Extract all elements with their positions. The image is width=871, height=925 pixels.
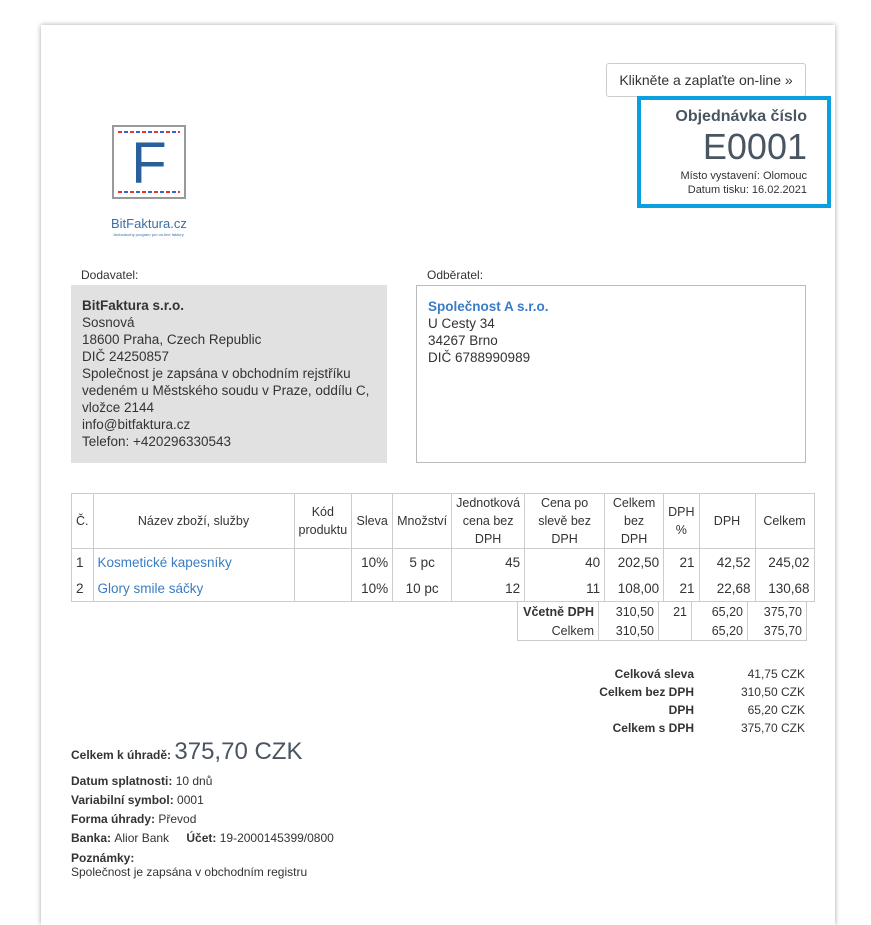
logo-letter: F: [131, 131, 167, 196]
customer-line: DIČ 6788990989: [428, 350, 531, 365]
supplier-label: Dodavatel:: [81, 268, 139, 282]
logo-tagline: Jednoduchý program pro on-line faktury: [113, 232, 184, 237]
col-header: DPH: [698, 493, 756, 549]
cell: 10%: [351, 548, 394, 575]
customer-line: 34267 Brno: [428, 333, 498, 348]
cell: 21: [663, 575, 700, 602]
issue-place: Místo vystavení: Olomouc: [680, 170, 807, 182]
col-header: Jednotková cena bez DPH: [451, 493, 526, 549]
cell: 10 pc: [392, 575, 453, 602]
customer-box: Společnost A s.r.o. U Cesty 34 34267 Brn…: [416, 285, 806, 463]
total-without-vat: Celkem bez DPH 310,50 CZK: [599, 685, 805, 699]
pay-online-button[interactable]: Klikněte a zaplaťte on-line »: [606, 63, 806, 97]
vs-value: 0001: [177, 793, 204, 807]
supplier-line: 18600 Praha, Czech Republic: [82, 332, 262, 347]
cell: Včetně DPH: [523, 604, 594, 619]
cell: 45: [451, 548, 526, 575]
notes-text: Společnost je zapsána v obchodním regist…: [71, 865, 308, 879]
method-label: Forma úhrady:: [71, 812, 156, 826]
cell: 310,50: [598, 602, 659, 621]
table-row: 2 Glory smile sáčky 10% 10 pc 12 11 108,…: [71, 575, 815, 602]
col-header: Cena po slevě bez DPH: [524, 493, 606, 549]
summary-table: Včetně DPH 310,50 21 65,20 375,70 Celkem…: [517, 602, 807, 641]
vs-label: Variabilní symbol:: [71, 793, 174, 807]
due-date: 10 dnů: [175, 774, 213, 788]
cell: 21: [658, 602, 692, 621]
col-header: Č.: [71, 493, 94, 549]
cell: 21: [663, 548, 700, 575]
cell: 65,20: [691, 621, 748, 641]
cell: 202,50: [604, 548, 665, 575]
cell: 375,70: [747, 602, 807, 621]
cell: 65,20: [691, 602, 748, 621]
supplier-box: BitFaktura s.r.o. Sosnová 18600 Praha, C…: [71, 285, 387, 463]
cell: 12: [451, 575, 526, 602]
customer-label: Odběratel:: [427, 268, 484, 282]
table-header: Č. Název zboží, služby Kód produktu Slev…: [71, 493, 815, 549]
account-value: 19-2000145399/0800: [219, 831, 334, 845]
total-row: Celkem 310,50 65,20 375,70: [518, 621, 807, 641]
supplier-name: BitFaktura s.r.o.: [82, 298, 185, 313]
supplier-line: DIČ 24250857: [82, 349, 170, 364]
customer-line: U Cesty 34: [428, 316, 495, 331]
cell: 10%: [351, 575, 394, 602]
col-header: Celkem bez DPH: [604, 493, 665, 549]
customer-name[interactable]: Společnost A s.r.o.: [428, 299, 549, 314]
cell: Celkem: [551, 623, 594, 638]
order-box: Objednávka číslo E0001 Místo vystavení: …: [637, 96, 831, 208]
due-date-label: Datum splatnosti:: [71, 774, 173, 788]
cell: [658, 621, 692, 641]
table-row: 1 Kosmetické kapesníky 10% 5 pc 45 40 20…: [71, 548, 815, 575]
vat-row: Včetně DPH 310,50 21 65,20 375,70: [518, 602, 807, 621]
cell: 1: [71, 548, 94, 575]
due-amount: 375,70 CZK: [174, 738, 303, 765]
cell: 108,00: [604, 575, 665, 602]
cell: [293, 548, 353, 575]
col-header: Celkem: [754, 493, 815, 549]
order-number: E0001: [702, 126, 807, 167]
col-header: Množství: [392, 493, 453, 549]
logo: F: [112, 125, 186, 199]
bank-label: Banka:: [71, 831, 112, 845]
logo-name: BitFaktura.cz: [111, 216, 187, 231]
total-discount: Celková sleva 41,75 CZK: [614, 667, 805, 681]
cell: 310,50: [598, 621, 659, 641]
cell: 2: [71, 575, 94, 602]
bank-value: Alior Bank: [114, 831, 170, 845]
cell: 5 pc: [392, 548, 453, 575]
total-with-vat: Celkem s DPH 375,70 CZK: [612, 721, 805, 735]
cell: 40: [524, 548, 606, 575]
col-header: Název zboží, služby: [92, 493, 295, 549]
cell: 245,02: [754, 548, 815, 575]
cell: 22,68: [698, 575, 756, 602]
total-vat: DPH 65,20 CZK: [668, 703, 805, 717]
due-label: Celkem k úhradě:: [71, 748, 172, 762]
supplier-email: info@bitfaktura.cz: [82, 417, 191, 432]
cell: 375,70: [747, 621, 807, 641]
cell: 130,68: [754, 575, 815, 602]
order-title: Objednávka číslo: [675, 108, 807, 125]
cell: 11: [524, 575, 606, 602]
payment-info: Celkem k úhradě: 375,70 CZK Datum splatn…: [71, 740, 334, 879]
col-header: DPH %: [663, 493, 700, 549]
print-date: Datum tisku: 16.02.2021: [687, 184, 807, 196]
method-value: Převod: [158, 812, 197, 826]
supplier-line: Sosnová: [82, 315, 135, 330]
supplier-line: Společnost je zapsána v obchodním rejstř…: [82, 366, 370, 415]
notes-label: Poznámky:: [71, 851, 135, 865]
col-header: Sleva: [351, 493, 394, 549]
cell: 42,52: [698, 548, 756, 575]
items-table: Č. Název zboží, služby Kód produktu Slev…: [71, 493, 815, 602]
item-link[interactable]: Glory smile sáčky: [92, 575, 295, 602]
item-link[interactable]: Kosmetické kapesníky: [92, 548, 295, 575]
totals: Celková sleva 41,75 CZK Celkem bez DPH 310…: [560, 667, 805, 739]
cell: [293, 575, 353, 602]
col-header: Kód produktu: [293, 493, 353, 549]
supplier-phone: Telefon: +420296330543: [82, 434, 232, 449]
account-label: Účet:: [186, 831, 217, 845]
